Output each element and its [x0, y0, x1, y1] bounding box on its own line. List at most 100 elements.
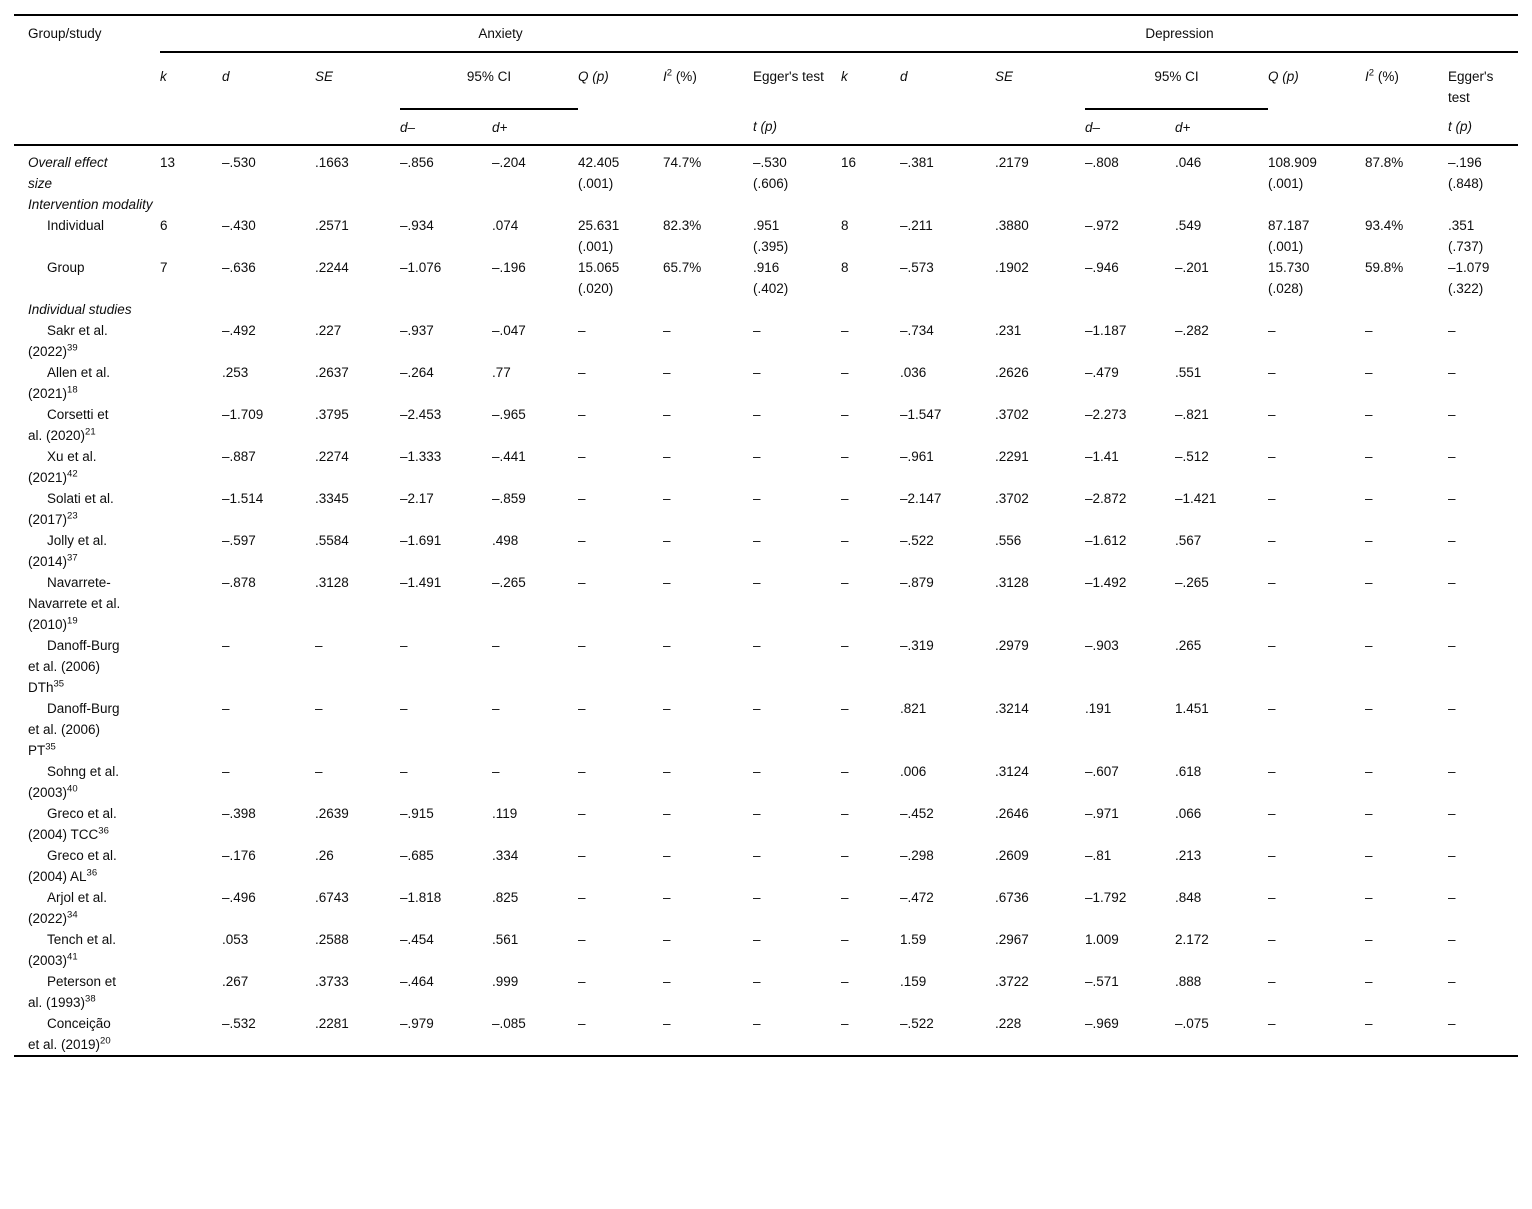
cell-anx-se: .2639 — [315, 806, 349, 821]
cell-dep-dp: –.265 — [1175, 575, 1209, 590]
reference-superscript: 18 — [67, 384, 78, 396]
cell-anx-k: 6 — [160, 218, 168, 233]
cell-anx-q: 42.405 (.001) — [578, 155, 620, 191]
cell-dep-dp: .848 — [1175, 890, 1202, 905]
cell-dep-d: –.734 — [900, 323, 934, 338]
study-label: Group — [14, 257, 160, 299]
cell-dep-q: 87.187 (.001) — [1268, 218, 1310, 254]
table-body: Overall effect size 13 –.530 .1663 –.856 –.20… — [14, 145, 1518, 1056]
cell-dep-i2: – — [1365, 407, 1373, 422]
cell-anx-se: .227 — [315, 323, 342, 338]
cell-dep-k: – — [841, 764, 849, 779]
cell-dep-egger: – — [1448, 1016, 1456, 1031]
cell-dep-se: .3702 — [995, 491, 1029, 506]
cell-anx-se: .2588 — [315, 932, 349, 947]
cell-anx-i2: – — [663, 974, 671, 989]
cell-dep-i2: – — [1365, 890, 1373, 905]
cell-anx-egger: – — [753, 890, 761, 905]
cell-anx-d: –.430 — [222, 218, 256, 233]
cell-anx-k — [160, 761, 222, 803]
study-label: Corsetti et al. (2020)21 — [14, 404, 160, 446]
study-label-text: Individual — [47, 218, 105, 233]
cell-dep-dm: –2.273 — [1085, 407, 1127, 422]
cell-dep-i2: 59.8% — [1365, 260, 1404, 275]
column-header-row: k d SE 95% CI Q (p) I2 (%) Egger's test … — [14, 52, 1518, 110]
cell-anx-dp: – — [492, 638, 500, 653]
cell-dep-d: –.522 — [900, 1016, 934, 1031]
cell-dep-se: .3124 — [995, 764, 1029, 779]
cell-dep-se: .2646 — [995, 806, 1029, 821]
study-label: Solati et al. (2017)23 — [14, 488, 160, 530]
cell-anx-d: –1.514 — [222, 491, 264, 506]
header-k-depression: k — [841, 69, 848, 84]
cell-anx-k: 13 — [160, 155, 176, 170]
table-row: Jolly et al. (2014)37 –.597 .5584 –1.691 .49… — [14, 530, 1518, 572]
cell-anx-i2: – — [663, 449, 671, 464]
reference-superscript: 35 — [53, 678, 65, 690]
table-row: Danoff-Burg et al. (2006) DTh35 – – – – – – – – –… — [14, 635, 1518, 698]
cell-dep-k: – — [841, 932, 849, 947]
cell-anx-egger: – — [753, 449, 761, 464]
study-label: Danoff-Burg et al. (2006) PT35 — [14, 698, 160, 761]
cell-dep-egger — [1448, 299, 1518, 320]
table-row: Danoff-Burg et al. (2006) PT35 – – – – – – – – .8… — [14, 698, 1518, 761]
cell-anx-d: –.176 — [222, 848, 256, 863]
study-label: Greco et al. (2004) TCC36 — [14, 803, 160, 845]
cell-anx-dp: .77 — [492, 365, 511, 380]
study-label: Conceição et al. (2019)20 — [14, 1013, 160, 1056]
cell-anx-se: .6743 — [315, 890, 349, 905]
cell-anx-q: – — [578, 1016, 586, 1031]
cell-dep-k: – — [841, 533, 849, 548]
cell-dep-k: – — [841, 407, 849, 422]
cell-anx-i2 — [663, 299, 753, 320]
table-row: Sohng et al. (2003)40 – – – – – – – – .006 .3124 –.… — [14, 761, 1518, 803]
study-label: Xu et al. (2021)42 — [14, 446, 160, 488]
cell-dep-k: – — [841, 449, 849, 464]
cell-dep-q: – — [1268, 638, 1276, 653]
cell-anx-dm: –.937 — [400, 323, 434, 338]
cell-anx-i2: – — [663, 848, 671, 863]
reference-superscript: 34 — [67, 909, 78, 921]
study-label-text: Sakr et al. (2022) — [28, 323, 108, 359]
cell-anx-dp: –.859 — [492, 491, 526, 506]
table-row: Individual 6 –.430 .2571 –.934 .074 25.631 (.0… — [14, 215, 1518, 257]
cell-dep-d: –.472 — [900, 890, 934, 905]
cell-anx-dp: –.965 — [492, 407, 526, 422]
study-label: Tench et al. (2003)41 — [14, 929, 160, 971]
cell-anx-k — [160, 194, 222, 215]
cell-anx-egger — [753, 194, 841, 215]
cell-dep-d: –2.147 — [900, 491, 942, 506]
cell-anx-q: – — [578, 449, 586, 464]
cell-dep-i2 — [1365, 299, 1448, 320]
cell-anx-dp — [492, 194, 578, 215]
cell-anx-egger: – — [753, 1016, 761, 1031]
study-label: Navarrete-Navarrete et al. (2010)19 — [14, 572, 160, 635]
cell-anx-egger: – — [753, 974, 761, 989]
table-header: Group/study Anxiety Depression k d SE 95… — [14, 15, 1519, 145]
cell-anx-i2: – — [663, 764, 671, 779]
cell-anx-q: 15.065 (.020) — [578, 260, 620, 296]
cell-dep-k: 8 — [841, 260, 849, 275]
cell-dep-se: .6736 — [995, 890, 1029, 905]
header-q-anxiety: Q (p) — [578, 69, 609, 84]
cell-dep-d: –.522 — [900, 533, 934, 548]
reference-superscript: 38 — [85, 993, 96, 1005]
reference-superscript: 40 — [67, 783, 78, 795]
cell-dep-q: – — [1268, 932, 1276, 947]
cell-anx-d: .253 — [222, 365, 249, 380]
cell-anx-i2: – — [663, 575, 671, 590]
cell-anx-i2: – — [663, 491, 671, 506]
cell-dep-egger: – — [1448, 890, 1456, 905]
cell-dep-q — [1268, 299, 1365, 320]
cell-anx-se: .2571 — [315, 218, 349, 233]
cell-dep-dm: –1.187 — [1085, 323, 1127, 338]
cell-dep-k: – — [841, 890, 849, 905]
header-d-upper-anxiety: d+ — [492, 120, 508, 135]
cell-anx-se: .2244 — [315, 260, 349, 275]
cell-dep-egger: – — [1448, 974, 1456, 989]
cell-dep-dm: .191 — [1085, 701, 1112, 716]
cell-dep-dp: .551 — [1175, 365, 1202, 380]
cell-dep-dp: .066 — [1175, 806, 1202, 821]
cell-dep-i2: – — [1365, 449, 1373, 464]
study-label: Sohng et al. (2003)40 — [14, 761, 160, 803]
